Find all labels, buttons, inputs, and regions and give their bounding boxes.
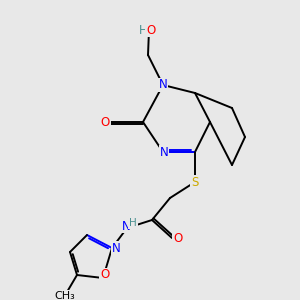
Text: N: N xyxy=(160,146,168,158)
Text: O: O xyxy=(146,23,156,37)
Text: O: O xyxy=(100,268,109,281)
Text: H: H xyxy=(139,23,147,37)
Text: N: N xyxy=(122,220,130,232)
Text: S: S xyxy=(191,176,199,188)
Text: N: N xyxy=(112,242,120,254)
Text: CH₃: CH₃ xyxy=(55,291,75,300)
Text: O: O xyxy=(173,232,183,244)
Text: H: H xyxy=(129,218,137,228)
Text: O: O xyxy=(100,116,109,128)
Text: N: N xyxy=(159,79,167,92)
